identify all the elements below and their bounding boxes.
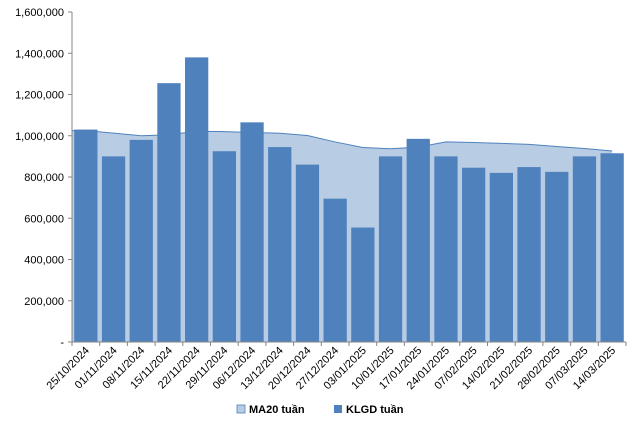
ma20-area-edge [72,130,613,152]
klgd-bar [351,227,375,342]
klgd-bar [600,153,624,342]
legend-swatch [236,404,246,414]
klgd-bar [185,57,209,342]
y-tick-label: 600,000 [24,213,64,225]
y-tick-label: 1,400,000 [15,48,64,60]
klgd-bar [462,167,486,342]
y-tick-label: - [60,337,64,349]
klgd-bar [406,138,430,342]
klgd-bar [572,156,597,342]
klgd-bar [101,156,126,342]
klgd-bar [157,83,181,342]
y-tick-label: 1,600,000 [15,7,64,19]
klgd-bar [240,122,264,342]
y-tick-label: 800,000 [24,172,64,184]
klgd-bar-layer [74,57,624,342]
klgd-bar [74,129,98,342]
legend-swatch [334,405,342,413]
klgd-bar [295,164,320,342]
klgd-bar [489,172,513,342]
y-tick-label: 400,000 [24,255,64,267]
legend: MA20 tuần KLGD tuần [236,404,404,416]
klgd-bar [268,147,292,342]
y-tick-label: 1,200,000 [15,90,64,102]
klgd-bar [378,156,403,342]
legend-label: KLGD tuần [346,404,404,416]
klgd-bar [129,139,153,342]
klgd-bar [517,167,541,342]
y-tick-label: 200,000 [24,296,64,308]
klgd-bar [545,171,569,342]
y-tick-label: 1,000,000 [15,131,64,143]
legend-label: MA20 tuần [249,404,305,416]
klgd-bar [212,151,236,342]
klgd-bar [434,156,458,342]
klgd-bar [323,198,347,342]
